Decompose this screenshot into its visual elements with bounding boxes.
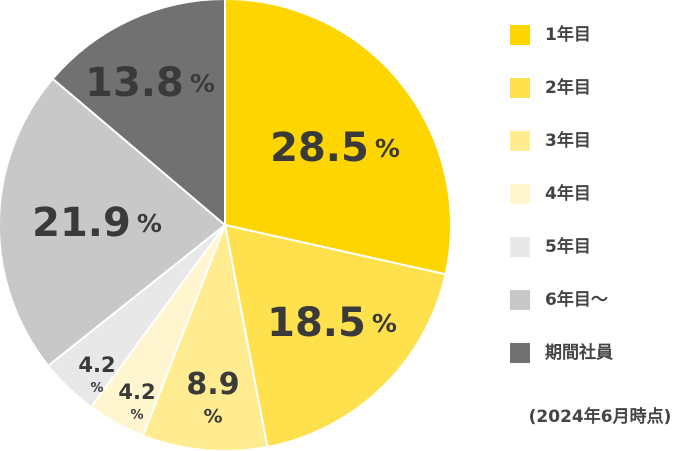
note: (2024年6月時点) (529, 406, 672, 427)
legend-label: 6年目〜 (545, 289, 608, 310)
legend-label: 3年目 (545, 130, 591, 151)
legend-label: 5年目 (545, 236, 591, 257)
legend-swatch (510, 290, 530, 310)
pie-slice (224, 0, 452, 276)
pie-slice (0, 77, 227, 368)
legend-label: 期間社員 (545, 342, 613, 363)
pie-slice (223, 223, 447, 449)
legend-swatch (510, 343, 530, 363)
data-label: 18.5% (267, 300, 397, 346)
pie-slice (51, 0, 226, 228)
data-label: 4.2% (118, 380, 155, 423)
data-label: 8.9% (186, 367, 239, 428)
legend-swatch (510, 78, 530, 98)
data-label: 4.2% (78, 353, 115, 396)
legend-swatch (510, 25, 530, 45)
data-label: 21.9% (32, 200, 162, 246)
legend-label: 4年目 (545, 183, 591, 204)
legend-swatch (510, 184, 530, 204)
legend-swatch (510, 131, 530, 151)
legend-swatch (510, 237, 530, 257)
pie-slice (141, 221, 269, 451)
legend-label: 2年目 (545, 77, 591, 98)
data-label: 28.5% (270, 125, 400, 171)
legend-label: 1年目 (545, 24, 591, 45)
data-label: 13.8% (85, 60, 215, 106)
